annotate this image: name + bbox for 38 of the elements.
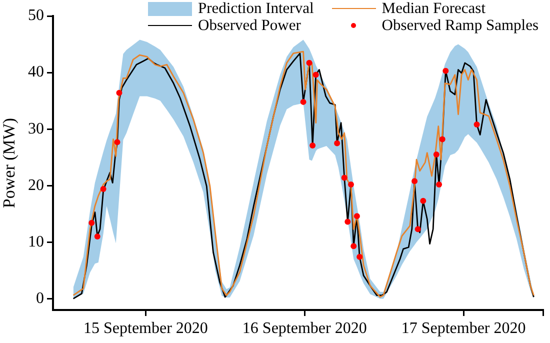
point: [433, 152, 440, 158]
point: [310, 142, 316, 148]
legend-label: Median Forecast: [382, 0, 486, 17]
y-axis-title: Power (MW): [0, 118, 19, 208]
point: [300, 98, 306, 105]
point: [442, 68, 449, 74]
point: [306, 60, 312, 66]
point: [312, 72, 319, 78]
y-tick-label: 10: [28, 233, 44, 250]
x-tick-label: 16 September 2020: [242, 320, 367, 337]
point: [414, 226, 421, 232]
legend-label: Observed Power: [198, 17, 301, 34]
point: [474, 122, 480, 128]
y-tick-label: 20: [28, 176, 44, 194]
point: [116, 90, 122, 96]
point: [436, 181, 442, 188]
point: [420, 198, 426, 204]
x-tick-label: 15 September 2020: [83, 320, 208, 337]
point: [114, 139, 120, 146]
legend-label: Observed Ramp Samples: [382, 17, 538, 34]
point: [412, 178, 418, 184]
point: [354, 213, 360, 220]
point: [348, 181, 354, 188]
point: [334, 140, 340, 146]
y-tick-label: 30: [28, 120, 44, 138]
y-tick-label: 50: [28, 7, 44, 24]
y-tick-label: 40: [28, 64, 44, 81]
point: [439, 136, 446, 142]
point: [88, 220, 95, 226]
point: [356, 254, 363, 260]
annotation: Prediction Interval: [198, 0, 314, 17]
point: [100, 186, 106, 192]
point: [350, 243, 357, 250]
point: [341, 174, 348, 181]
y-tick-label: 0: [36, 290, 44, 307]
point: [344, 218, 351, 225]
point: [94, 234, 100, 240]
x-tick-label: 17 September 2020: [401, 320, 526, 337]
